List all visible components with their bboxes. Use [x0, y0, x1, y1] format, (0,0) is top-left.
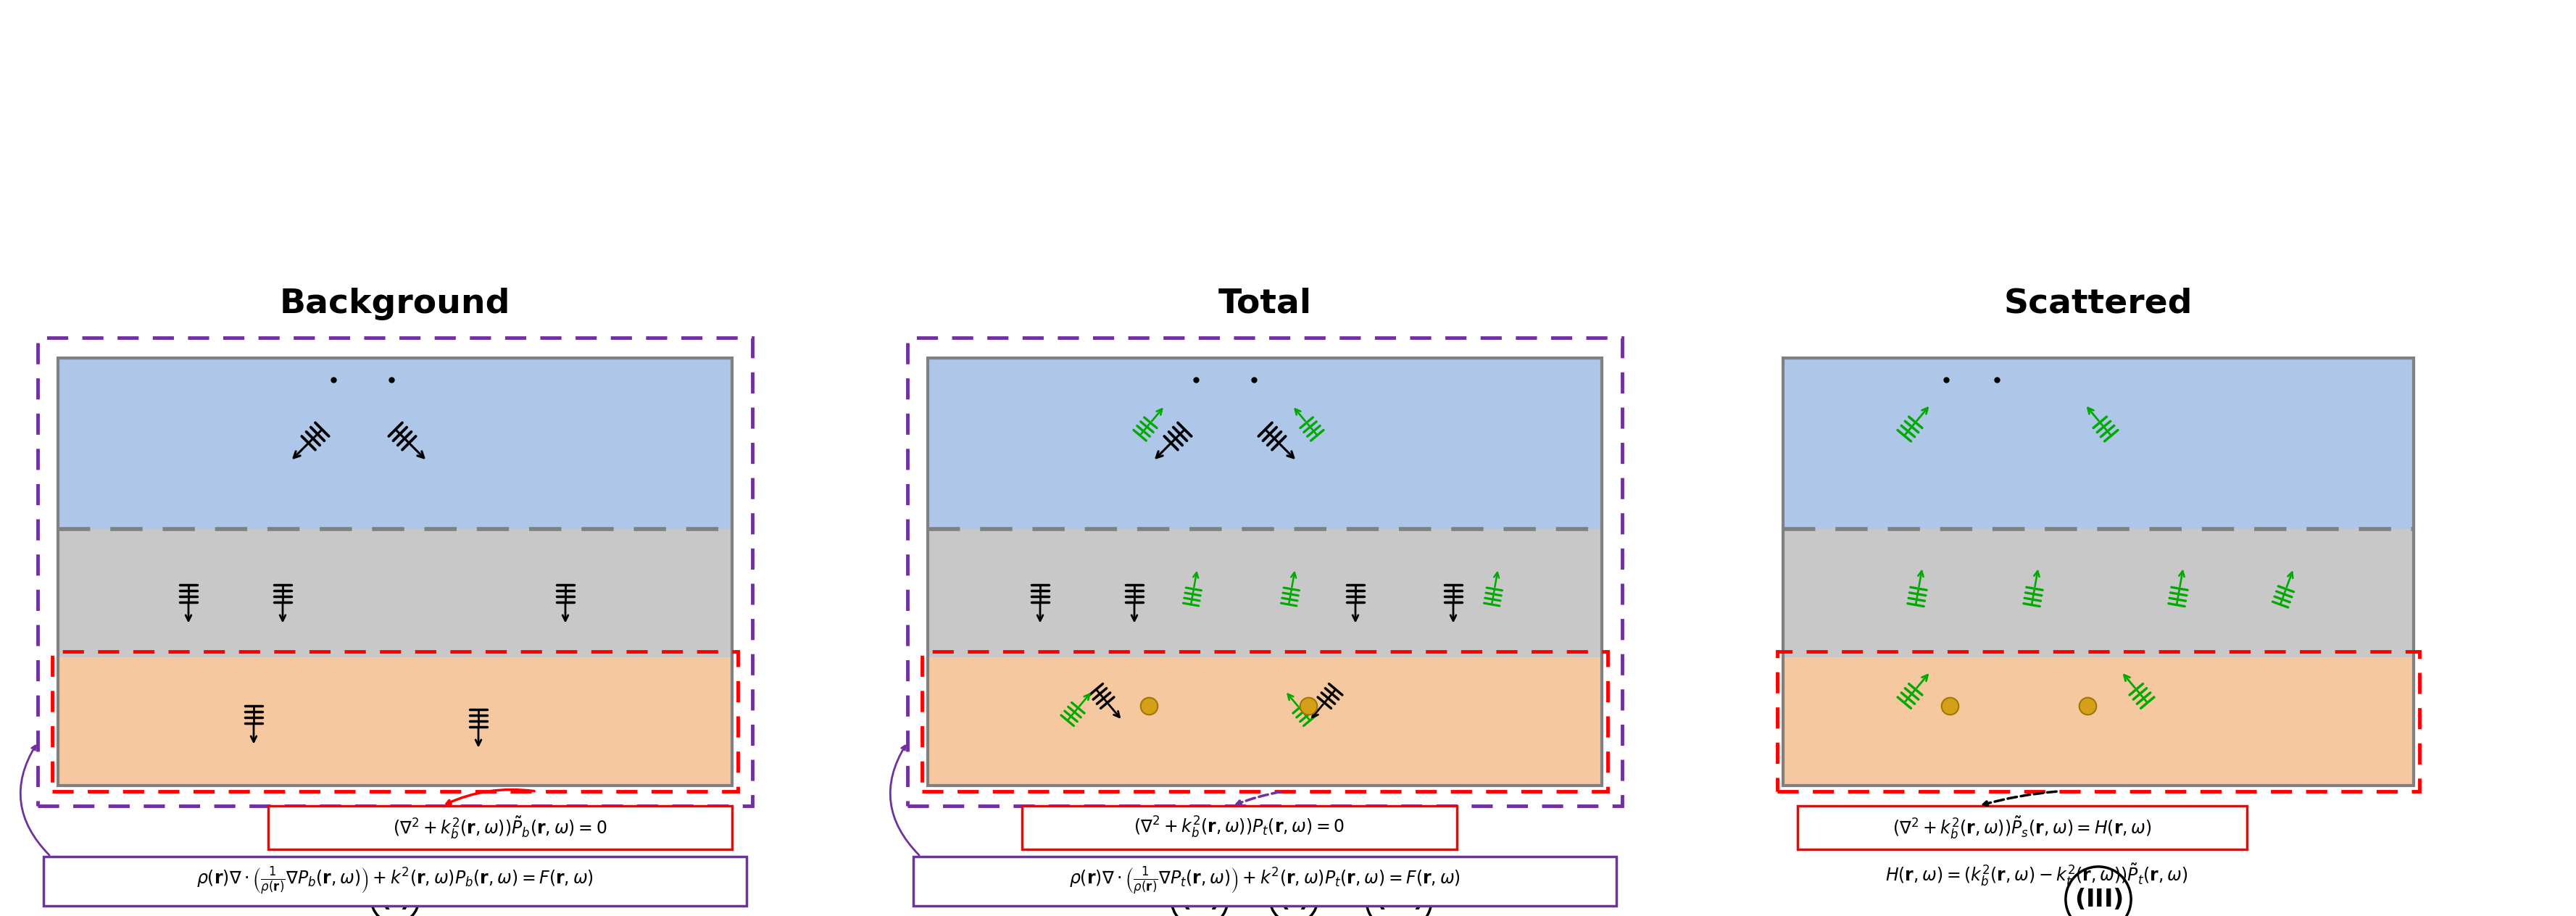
Text: $\mathbf{(I)}$: $\mathbf{(I)}$ [1278, 887, 1309, 911]
Text: $=$: $=$ [1239, 887, 1262, 911]
Bar [1783, 658, 2414, 786]
Text: $\rho(\mathbf{r})\nabla \cdot \left(\frac{1}{\rho(\mathbf{r})} \nabla P_t(\mathb: $\rho(\mathbf{r})\nabla \cdot \left(\fra… [1069, 866, 1461, 897]
Text: $\mathbf{(I)}$: $\mathbf{(I)}$ [379, 887, 410, 911]
Text: $+$: $+$ [1334, 887, 1355, 911]
Bar [922, 651, 1607, 791]
Text: $\mathbf{(III)}$: $\mathbf{(III)}$ [1373, 887, 1422, 911]
Bar [927, 658, 1602, 786]
Bar [268, 806, 732, 849]
Bar [1777, 651, 2419, 791]
Text: $\mathbf{(II)}$: $\mathbf{(II)}$ [1180, 887, 1218, 911]
Text: $\mathbf{(III)}$: $\mathbf{(III)}$ [2074, 887, 2123, 911]
Bar [1798, 806, 2246, 849]
Text: $(\nabla^2 + k_b^2(\mathbf{r},\omega))\tilde{P}_b(\mathbf{r},\omega) = 0$: $(\nabla^2 + k_b^2(\mathbf{r},\omega))\t… [394, 814, 608, 841]
Bar [1783, 358, 2414, 786]
Text: Scattered: Scattered [2004, 288, 2192, 320]
Text: $(\nabla^2 + k_b^2(\mathbf{r},\omega))P_t(\mathbf{r},\omega) = 0$: $(\nabla^2 + k_b^2(\mathbf{r},\omega))P_… [1133, 815, 1345, 840]
Bar [59, 529, 732, 658]
Text: Total: Total [1218, 288, 1311, 320]
Bar [59, 358, 732, 529]
Bar [912, 856, 1615, 906]
Bar [39, 338, 752, 806]
Bar [927, 358, 1602, 786]
Bar [59, 358, 732, 786]
Text: Background: Background [281, 288, 510, 320]
Bar [907, 338, 1623, 806]
Bar [927, 358, 1602, 529]
Bar [1023, 806, 1455, 849]
Text: $\rho(\mathbf{r})\nabla \cdot \left(\frac{1}{\rho(\mathbf{r})} \nabla P_b(\mathb: $\rho(\mathbf{r})\nabla \cdot \left(\fra… [196, 866, 592, 897]
Bar [1783, 358, 2414, 529]
Text: $H(\mathbf{r},\omega) = (k_b^2(\mathbf{r},\omega) - k_t^2(\mathbf{r},\omega))\ti: $H(\mathbf{r},\omega) = (k_b^2(\mathbf{r… [1886, 862, 2187, 888]
Text: $(\nabla^2 + k_b^2(\mathbf{r},\omega))\tilde{P}_s(\mathbf{r},\omega) = H(\mathbf: $(\nabla^2 + k_b^2(\mathbf{r},\omega))\t… [1891, 814, 2151, 841]
Bar [59, 658, 732, 786]
Bar [927, 529, 1602, 658]
Bar [52, 651, 737, 791]
Bar [44, 856, 747, 906]
Bar [1783, 529, 2414, 658]
